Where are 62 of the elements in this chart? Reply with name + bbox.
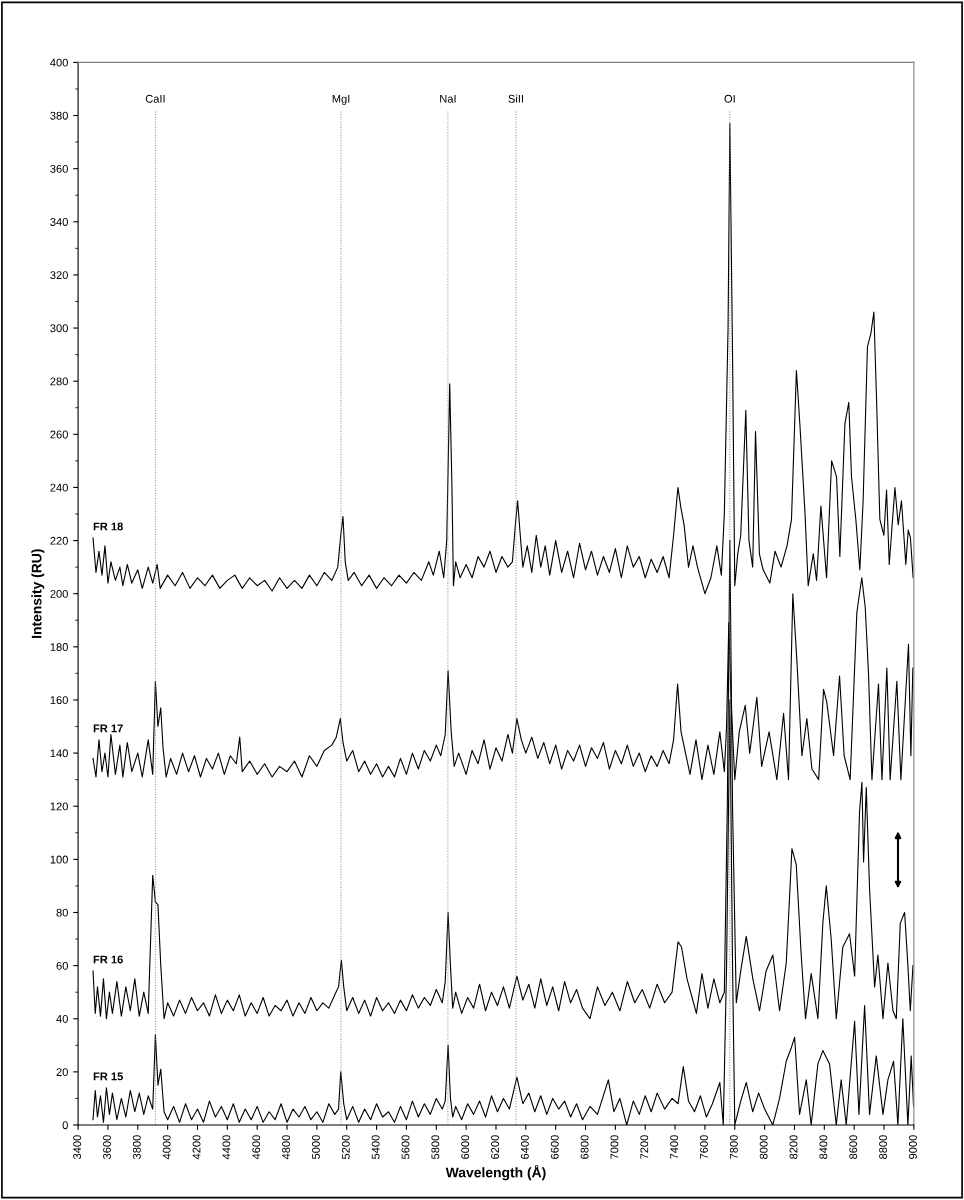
series-label: FR 16 [93,955,123,964]
ref-line-label: OI [724,94,735,103]
y-tick-label: 400 [50,58,68,67]
x-axis-title: Wavelength (Å) [445,1164,546,1181]
y-tick-label: 0 [62,1121,68,1130]
x-tick-label: 7000 [610,1135,619,1159]
x-tick-label: 5000 [312,1135,320,1159]
x-tick-label: 6800 [580,1135,589,1159]
series-label: FR 17 [93,724,123,733]
x-tick-label: 8800 [879,1135,888,1159]
y-tick-label: 380 [50,111,68,120]
x-tick-label: 8400 [819,1135,828,1159]
ref-line-label: CaII [145,94,165,103]
x-tick-label: 4600 [252,1135,261,1160]
x-tick-label: 4000 [162,1135,171,1160]
x-tick-label: 5600 [401,1135,410,1159]
x-tick-label: 4200 [192,1135,201,1160]
y-tick-label: 240 [50,483,68,492]
x-tick-label: 9000 [908,1135,917,1159]
ref-line-label: SiII [508,94,523,103]
x-tick-label: 6000 [461,1135,470,1159]
x-tick-label: 7200 [640,1135,649,1159]
series-label: FR 18 [93,522,123,531]
line-series [92,122,914,595]
y-tick-label: 20 [56,1068,68,1077]
x-tick-label: 7400 [670,1135,679,1159]
x-tick-label: 8000 [759,1135,768,1159]
x-tick-label: 7600 [700,1135,708,1159]
x-tick-label: 6200 [491,1135,499,1159]
x-tick-label: 8200 [789,1135,798,1159]
y-tick-label: 140 [50,749,68,758]
y-tick-label: 160 [50,696,68,705]
y-tick-label: 200 [50,589,68,598]
y-tick-label: 100 [50,855,68,864]
x-tick-label: 5200 [341,1135,350,1159]
ref-line-label: MgI [332,94,350,105]
x-tick-label: 5800 [431,1135,440,1159]
x-tick-label: 8600 [849,1135,858,1159]
series-label: FR 15 [93,1072,123,1081]
y-axis-title: Intensity (RU) [31,549,45,638]
x-tick-label: 4800 [282,1135,291,1160]
y-tick-label: 360 [50,164,68,173]
x-tick-label: 7800 [729,1135,738,1159]
y-tick-label: 300 [50,324,68,333]
x-tick-label: 6600 [550,1135,559,1159]
y-tick-label: 80 [56,908,68,917]
y-tick-label: 40 [56,1015,68,1023]
ref-line-label: NaI [440,94,456,103]
y-tick-label: 280 [50,377,68,386]
y-tick-label: 340 [50,218,68,226]
y-tick-label: 220 [50,536,68,545]
x-tick-label: 6400 [520,1135,529,1159]
x-tick-label: 3800 [132,1135,141,1160]
y-tick-label: 120 [50,802,68,811]
y-tick-label: 320 [50,271,68,280]
x-tick-label: 3600 [103,1135,111,1160]
y-tick-label: 260 [50,430,68,439]
y-tick-label: 60 [56,961,68,970]
x-tick-label: 4400 [222,1135,231,1160]
x-tick-label: 3400 [73,1135,82,1160]
y-tick-label: 180 [50,643,68,651]
x-tick-label: 5400 [371,1135,380,1159]
